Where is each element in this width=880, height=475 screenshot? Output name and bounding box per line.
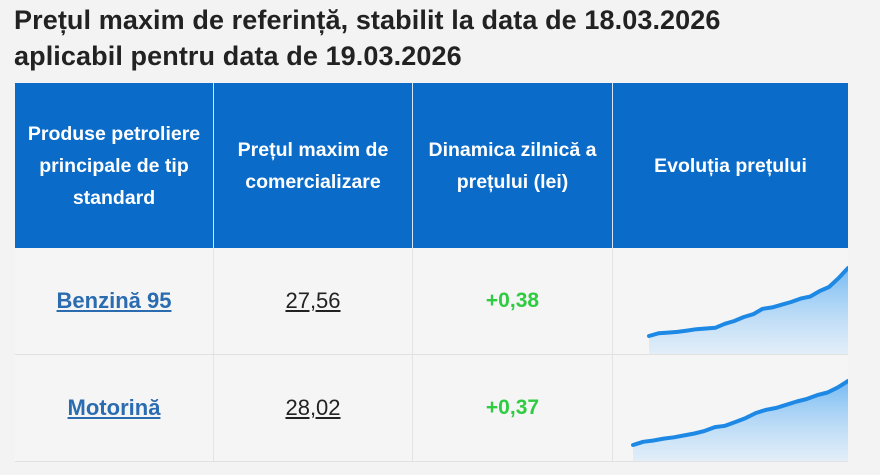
header-price: Prețul maxim de comercializare	[214, 83, 413, 248]
header-product: Produse petroliere principale de tip sta…	[15, 83, 214, 248]
delta-cell: +0,38	[413, 248, 613, 354]
table-row: Benzină 95 27,56 +0,38	[15, 248, 848, 355]
product-link-benzina[interactable]: Benzină 95	[56, 288, 172, 313]
table-row: Motorină 28,02 +0,37	[15, 355, 848, 462]
sparkline-line	[631, 379, 848, 447]
product-link-motorina[interactable]: Motorină	[67, 395, 161, 420]
price-value[interactable]: 27,56	[285, 288, 341, 313]
sparkline-area	[649, 268, 848, 354]
sparkline-line	[647, 266, 848, 338]
price-cell: 28,02	[214, 355, 413, 461]
delta-cell: +0,37	[413, 355, 613, 461]
delta-value: +0,38	[485, 289, 540, 312]
table-header: Produse petroliere principale de tip sta…	[15, 83, 848, 248]
title-line-1: Prețul maxim de referință, stabilit la d…	[14, 5, 721, 35]
price-table: Produse petroliere principale de tip sta…	[15, 83, 848, 462]
header-evolution: Evoluția prețului	[654, 154, 807, 177]
sparkline-chart	[647, 266, 848, 354]
delta-value: +0,37	[485, 396, 540, 419]
title-line-2: aplicabil pentru data de 19.03.2026	[14, 41, 462, 71]
sparkline-chart	[631, 379, 848, 461]
header-dynamic: Dinamica zilnică a prețului (lei)	[413, 83, 613, 248]
sparkline-cell	[613, 248, 848, 354]
sparkline-cell	[613, 355, 848, 461]
product-cell: Motorină	[15, 355, 214, 461]
page-title: Prețul maxim de referință, stabilit la d…	[14, 2, 721, 74]
price-cell: 27,56	[214, 248, 413, 354]
price-value[interactable]: 28,02	[285, 395, 341, 420]
product-cell: Benzină 95	[15, 248, 214, 354]
